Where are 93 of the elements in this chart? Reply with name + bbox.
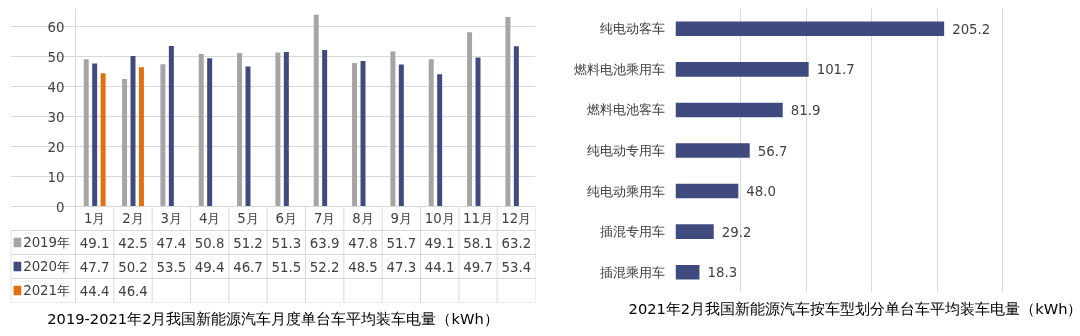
x-tick-label: 11月 [463, 211, 493, 226]
y-tick-label: 纯电动客车 [599, 21, 665, 37]
data-label: 42.5 [118, 235, 148, 251]
data-label: 205.2 [952, 21, 991, 37]
bar [390, 51, 396, 207]
data-label: 50.8 [194, 235, 225, 251]
data-label: 53.5 [156, 259, 187, 275]
data-label: 18.3 [707, 265, 738, 281]
bar [675, 102, 783, 118]
data-label: 51.5 [271, 259, 302, 275]
data-label: 58.1 [463, 235, 493, 251]
data-label: 44.4 [79, 283, 110, 299]
y-tick-label: 60 [47, 19, 65, 35]
bar [92, 63, 98, 207]
data-label: 53.4 [501, 259, 532, 275]
y-tick-label: 30 [47, 109, 65, 125]
y-tick-label: 插混乘用车 [599, 264, 665, 280]
bar [160, 64, 166, 207]
x-tick-label: 9月 [390, 211, 413, 226]
bar [675, 62, 809, 77]
y-tick-label: 插混专用车 [599, 224, 665, 240]
x-tick-label: 7月 [313, 211, 336, 226]
y-tick-label: 10 [47, 169, 65, 185]
data-label: 49.1 [424, 235, 455, 251]
bar [283, 52, 289, 207]
data-label: 29.2 [721, 224, 752, 240]
y-tick-label: 燃料电池客车 [586, 102, 665, 118]
bar [352, 63, 358, 207]
y-tick-label: 纯电动专用车 [586, 143, 665, 158]
legend-label: 2019年 [23, 235, 71, 250]
y-tick-label: 20 [47, 139, 65, 155]
data-label: 46.7 [233, 259, 263, 275]
bar [122, 79, 128, 207]
text: 2021年2月我国新能源汽车按车型划分单台车平均装车电量（kWh） [628, 299, 1080, 317]
bar [138, 67, 144, 207]
x-tick-label: 12月 [501, 211, 532, 226]
data-label: 51.2 [233, 235, 263, 251]
bar [100, 73, 106, 207]
x-tick-label: 10月 [424, 211, 455, 226]
data-label: 81.9 [790, 102, 821, 118]
data-label: 63.2 [501, 235, 532, 251]
data-label: 47.8 [348, 235, 378, 251]
y-tick-label: 纯电动乘用车 [586, 183, 665, 199]
bar [505, 16, 511, 207]
bar [168, 46, 174, 207]
bar [198, 54, 204, 207]
data-label: 56.7 [757, 143, 788, 159]
bar [313, 14, 319, 207]
x-tick-label: 6月 [275, 211, 298, 226]
y-tick-label: 40 [47, 79, 65, 95]
x-tick-label: 3月 [160, 211, 183, 226]
x-tick-label: 8月 [352, 211, 374, 226]
y-tick-label: 50 [47, 49, 65, 65]
y-tick-label: 燃料电池乘用车 [573, 61, 665, 77]
bar [322, 49, 328, 207]
text: 2019-2021年2月我国新能源汽车月度单台车平均装车电量（kWh） [47, 309, 499, 327]
bar [675, 143, 750, 158]
data-label: 46.4 [118, 283, 148, 299]
data-label: 50.2 [118, 259, 148, 275]
bar [237, 52, 243, 207]
data-label: 47.3 [386, 259, 417, 275]
legend-label: 2021年 [23, 283, 71, 298]
data-label: 63.9 [309, 235, 340, 251]
bar [275, 52, 281, 207]
bar [437, 74, 443, 207]
data-label: 49.7 [463, 259, 493, 275]
bar [467, 32, 473, 207]
x-tick-label: 4月 [198, 211, 221, 226]
x-tick-label: 5月 [237, 211, 259, 226]
bar [675, 21, 945, 37]
x-tick-label: 2月 [122, 211, 144, 226]
data-label: 51.7 [386, 235, 417, 251]
bar [675, 183, 739, 199]
bar [83, 59, 89, 207]
bar [675, 224, 714, 239]
data-label: 49.1 [79, 235, 110, 251]
bar [428, 59, 434, 207]
x-tick-label: 1月 [83, 211, 106, 226]
bar [513, 46, 519, 207]
data-label: 47.7 [79, 259, 110, 275]
data-label: 101.7 [816, 62, 855, 78]
data-label: 48.0 [746, 184, 777, 200]
data-label: 51.3 [271, 235, 302, 251]
data-label: 49.4 [194, 259, 225, 275]
data-label: 47.4 [156, 235, 187, 251]
data-label: 48.5 [348, 259, 378, 275]
data-label: 52.2 [309, 259, 340, 275]
legend-label: 2020年 [23, 259, 71, 274]
bar [675, 264, 700, 280]
data-label: 44.1 [424, 259, 455, 275]
y-tick-label: 0 [56, 199, 65, 215]
bar [207, 58, 213, 207]
bar [398, 64, 404, 207]
